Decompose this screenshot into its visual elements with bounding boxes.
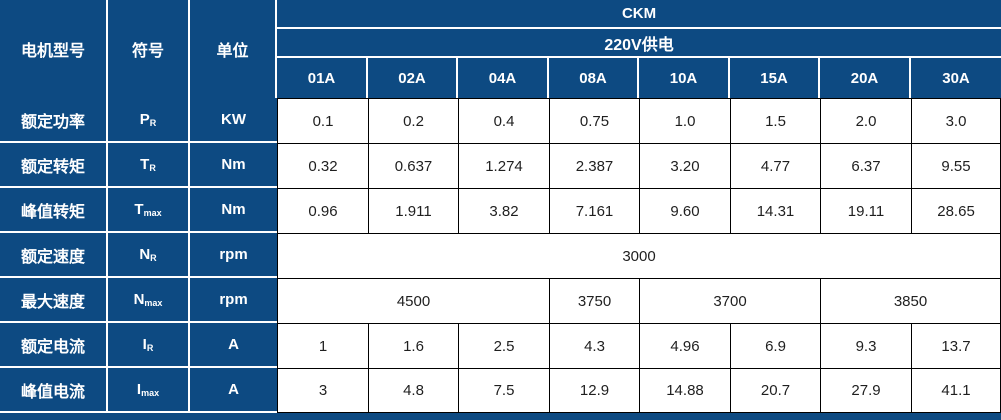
value-cell: 0.1: [277, 98, 368, 143]
value-cell-merged: 4500: [277, 278, 549, 323]
value-cell: 41.1: [911, 368, 1001, 413]
value-cell: 0.96: [277, 188, 368, 233]
symbol-subscript: R: [150, 253, 157, 263]
unit-rated-torque: Nm: [190, 143, 277, 188]
row-label-max-speed: 最大速度: [0, 278, 108, 323]
value-cell: 0.32: [277, 143, 368, 188]
symbol-base: N: [133, 291, 145, 308]
value-cell: 6.37: [820, 143, 911, 188]
value-cell-merged: 3700: [639, 278, 820, 323]
value-cell-merged: 3750: [549, 278, 639, 323]
value-cell: 0.75: [549, 98, 639, 143]
value-cell: 9.55: [911, 143, 1001, 188]
row-label-rated-current: 额定电流: [0, 323, 108, 368]
symbol-subscript: R: [146, 343, 154, 353]
corner-symbol: 符号: [108, 0, 190, 98]
symbol-subscript: max: [144, 298, 163, 308]
value-cell: 9.60: [639, 188, 730, 233]
symbol-subscript: R: [149, 163, 156, 173]
symbol-base: T: [134, 201, 144, 218]
symbol-base: T: [140, 156, 150, 173]
symbol-peak-current: Imax: [108, 368, 190, 413]
value-cell: 3.20: [639, 143, 730, 188]
value-cell: 0.2: [368, 98, 458, 143]
unit-rated-speed: rpm: [190, 233, 277, 278]
value-cell: 4.8: [368, 368, 458, 413]
symbol-max-speed: Nmax: [108, 278, 190, 323]
supply-header: 220V供电: [277, 29, 1001, 58]
value-cell: 28.65: [911, 188, 1001, 233]
symbol-rated-torque: TR: [108, 143, 190, 188]
value-cell: 1.274: [458, 143, 549, 188]
symbol-rated-current: IR: [108, 323, 190, 368]
value-cell: 12.9: [549, 368, 639, 413]
symbol-base: I: [136, 381, 142, 398]
value-cell: 4.77: [730, 143, 820, 188]
model-header-15a: 15A: [730, 58, 820, 98]
value-cell: 20.7: [730, 368, 820, 413]
row-label-rated-torque: 额定转矩: [0, 143, 108, 188]
value-cell: 4.3: [549, 323, 639, 368]
value-cell: 9.3: [820, 323, 911, 368]
value-cell: 1.911: [368, 188, 458, 233]
value-cell: 1.6: [368, 323, 458, 368]
value-cell: 3: [277, 368, 368, 413]
value-cell: 19.11: [820, 188, 911, 233]
value-cell: 7.5: [458, 368, 549, 413]
model-header-20a: 20A: [820, 58, 911, 98]
symbol-subscript: R: [149, 118, 157, 128]
unit-peak-current: A: [190, 368, 277, 413]
row-label-rated-power: 额定功率: [0, 98, 108, 143]
symbol-peak-torque: Tmax: [108, 188, 190, 233]
value-cell: 27.9: [820, 368, 911, 413]
corner-motor-model: 电机型号: [0, 0, 108, 98]
row-label-peak-current: 峰值电流: [0, 368, 108, 413]
value-cell: 1.0: [639, 98, 730, 143]
value-cell: 7.161: [549, 188, 639, 233]
value-cell: 3.82: [458, 188, 549, 233]
value-cell-merged: 3850: [820, 278, 1001, 323]
value-cell: 6.9: [730, 323, 820, 368]
symbol-base: N: [139, 246, 151, 263]
symbol-subscript: max: [141, 388, 160, 398]
model-header-30a: 30A: [911, 58, 1001, 98]
model-header-02a: 02A: [368, 58, 458, 98]
next-row-cutoff-strip: [0, 413, 1001, 420]
model-header-01a: 01A: [277, 58, 368, 98]
row-label-rated-speed: 额定速度: [0, 233, 108, 278]
value-cell: 0.637: [368, 143, 458, 188]
value-cell: 0.4: [458, 98, 549, 143]
value-cell: 1: [277, 323, 368, 368]
row-label-peak-torque: 峰值转矩: [0, 188, 108, 233]
value-cell: 14.88: [639, 368, 730, 413]
unit-peak-torque: Nm: [190, 188, 277, 233]
model-header-04a: 04A: [458, 58, 549, 98]
symbol-base: P: [139, 111, 150, 128]
value-cell: 2.5: [458, 323, 549, 368]
unit-max-speed: rpm: [190, 278, 277, 323]
symbol-subscript: max: [143, 208, 162, 218]
symbol-base: I: [142, 336, 147, 353]
corner-unit: 单位: [190, 0, 277, 98]
value-cell: 2.387: [549, 143, 639, 188]
unit-rated-power: KW: [190, 98, 277, 143]
model-header-08a: 08A: [549, 58, 639, 98]
unit-rated-current: A: [190, 323, 277, 368]
value-cell: 4.96: [639, 323, 730, 368]
value-cell: 1.5: [730, 98, 820, 143]
value-cell: 2.0: [820, 98, 911, 143]
value-cell: 13.7: [911, 323, 1001, 368]
value-cell-merged: 3000: [277, 233, 1001, 278]
symbol-rated-speed: NR: [108, 233, 190, 278]
value-cell: 14.31: [730, 188, 820, 233]
value-cell: 3.0: [911, 98, 1001, 143]
model-header-10a: 10A: [639, 58, 730, 98]
series-header: CKM: [277, 0, 1001, 29]
symbol-rated-power: PR: [108, 98, 190, 143]
